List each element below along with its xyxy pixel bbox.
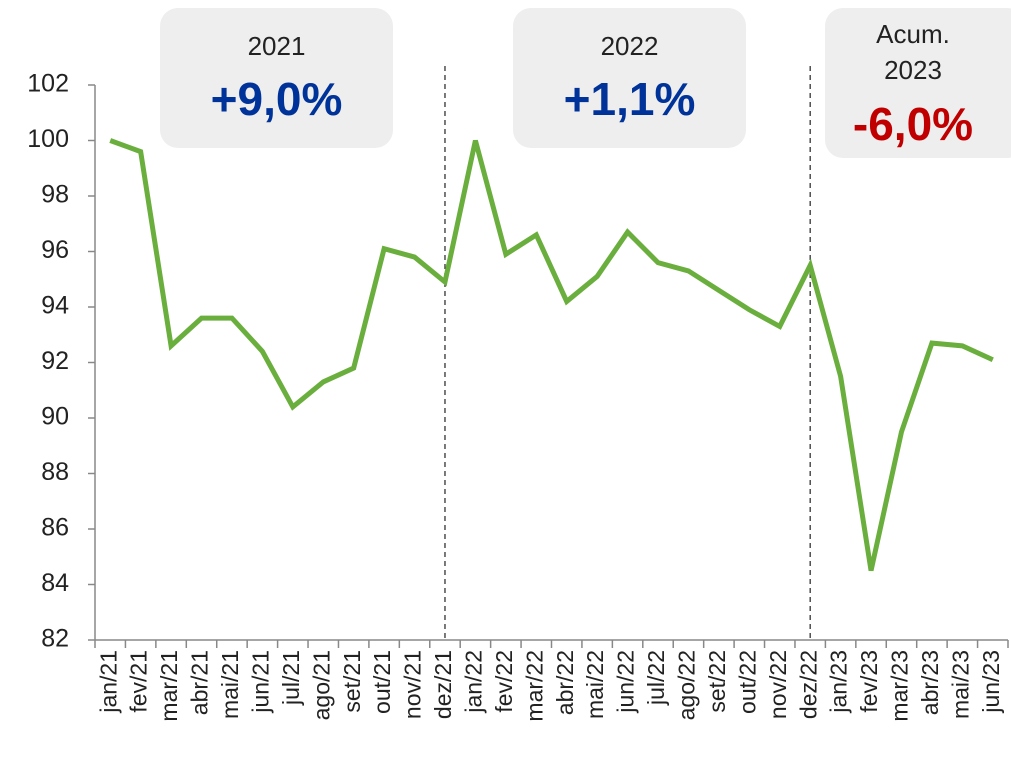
x-tick-label: jan/22 — [460, 650, 486, 714]
annotation-value: +9,0% — [211, 73, 343, 125]
x-tick-label: mar/21 — [156, 650, 182, 722]
x-tick-label: ago/21 — [308, 650, 334, 720]
x-tick-label: abr/22 — [552, 650, 578, 715]
x-tick-label: mai/21 — [217, 650, 243, 719]
y-tick-label: 90 — [41, 403, 69, 431]
x-tick-label: ago/22 — [674, 650, 700, 720]
x-tick-label: abr/21 — [187, 650, 213, 715]
y-tick-label: 86 — [41, 514, 69, 542]
y-tick-label: 92 — [41, 347, 69, 375]
y-tick-label: 82 — [41, 625, 69, 653]
x-tick-label: set/22 — [704, 650, 730, 713]
x-tick-label: abr/23 — [917, 650, 943, 715]
annotation-box — [513, 8, 746, 148]
y-tick-label: 102 — [27, 70, 69, 98]
x-tick-label: mai/22 — [582, 650, 608, 719]
x-tick-label: jan/23 — [826, 650, 852, 714]
x-tick-label: jun/22 — [613, 650, 639, 714]
x-tick-label: jul/21 — [278, 650, 304, 706]
x-tick-label: out/22 — [734, 650, 760, 714]
x-tick-label: nov/22 — [765, 650, 791, 719]
x-tick-label: dez/21 — [430, 650, 456, 719]
y-tick-label: 84 — [41, 569, 69, 597]
x-tick-label: mar/22 — [521, 650, 547, 722]
x-tick-label: fev/21 — [126, 650, 152, 713]
annotation-value: -6,0% — [853, 98, 973, 150]
y-tick-label: 96 — [41, 236, 69, 264]
annotation-value: +1,1% — [564, 73, 696, 125]
annotation-box — [160, 8, 393, 148]
annotation-label: Acum. — [876, 19, 950, 49]
x-tick-label: out/21 — [369, 650, 395, 714]
y-tick-label: 88 — [41, 458, 69, 486]
annotation-label: 2023 — [884, 55, 942, 85]
x-tick-label: mai/23 — [947, 650, 973, 719]
annotation-label: 2022 — [601, 31, 659, 61]
annotation-label: 2021 — [248, 31, 306, 61]
x-tick-label: fev/23 — [856, 650, 882, 713]
x-tick-label: jan/21 — [95, 650, 121, 714]
x-tick-label: set/21 — [339, 650, 365, 713]
x-tick-label: fev/22 — [491, 650, 517, 713]
x-tick-label: mar/23 — [887, 650, 913, 722]
x-tick-label: jun/23 — [978, 650, 1004, 714]
line — [109, 138, 994, 572]
x-tick-label: nov/21 — [400, 650, 426, 719]
annotation-box — [825, 8, 1011, 158]
y-tick-label: 94 — [41, 292, 69, 320]
y-tick-label: 98 — [41, 181, 69, 209]
x-tick-label: jul/22 — [643, 650, 669, 706]
y-tick-label: 100 — [27, 125, 69, 153]
x-tick-label: dez/22 — [795, 650, 821, 719]
x-tick-label: jun/21 — [247, 650, 273, 714]
